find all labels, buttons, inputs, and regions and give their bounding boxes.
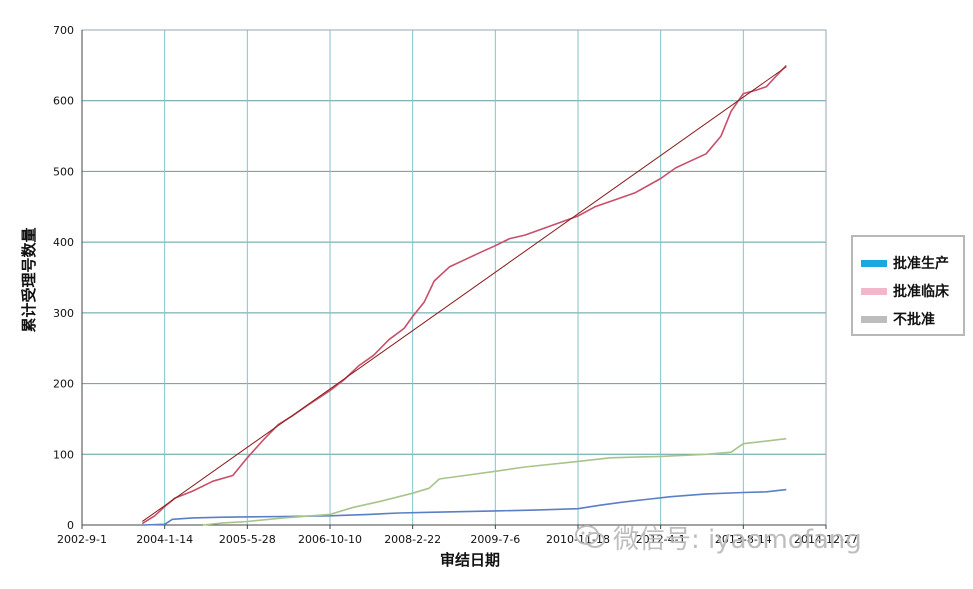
watermark-text: 微信号: iyaomofang xyxy=(613,524,862,555)
y-tick-label: 200 xyxy=(53,378,74,391)
legend-label: 不批准 xyxy=(893,312,935,328)
y-axis-title: 累计受理号数量 xyxy=(20,227,38,332)
series-line-1 xyxy=(142,488,787,526)
x-tick-label: 2006-10-10 xyxy=(298,533,362,546)
legend-label: 批准生产 xyxy=(893,256,949,272)
trendline xyxy=(142,66,787,522)
x-tick-label: 2002-9-1 xyxy=(57,533,107,546)
series-lines xyxy=(141,64,787,526)
plot-area-border xyxy=(81,29,827,526)
x-tick-label: 2014-12-27 xyxy=(794,533,858,546)
legend-swatch xyxy=(861,315,887,323)
y-tick-label: 0 xyxy=(67,519,74,532)
legend-label: 批准临床 xyxy=(893,284,949,300)
gridlines xyxy=(82,29,826,525)
tick-labels: 0 100 200 300 400 500 600 700 2002-9-1 2004-1-14 2… xyxy=(53,24,858,546)
x-tick-label: 2013-8-14 xyxy=(715,533,772,546)
x-tick-label: 2004-1-14 xyxy=(136,533,193,546)
y-tick-label: 100 xyxy=(53,448,74,461)
legend-swatch xyxy=(861,259,887,267)
legend-swatch xyxy=(861,287,887,295)
legend-item: 批准临床 xyxy=(861,281,949,301)
x-tick-label: 2005-5-28 xyxy=(219,533,276,546)
series-line-3 xyxy=(202,437,787,526)
wechat-icon xyxy=(575,525,605,548)
legend-item: 不批准 xyxy=(861,309,935,329)
x-axis-title: 审结日期 xyxy=(440,551,500,569)
y-tick-label: 300 xyxy=(53,307,74,320)
x-tick-label: 2012-4-1 xyxy=(636,533,686,546)
y-tick-label: 600 xyxy=(53,95,74,108)
watermark: 微信号: iyaomofang xyxy=(575,519,862,555)
chart-legend: 批准生产批准临床不批准 xyxy=(851,235,965,336)
y-tick-label: 700 xyxy=(53,24,74,37)
x-tick-label: 2009-7-6 xyxy=(470,533,520,546)
y-tick-label: 500 xyxy=(53,165,74,178)
legend-item: 批准生产 xyxy=(861,253,949,273)
y-tick-label: 400 xyxy=(53,236,74,249)
x-tick-label: 2008-2-22 xyxy=(384,533,441,546)
series-line-2 xyxy=(141,64,787,525)
